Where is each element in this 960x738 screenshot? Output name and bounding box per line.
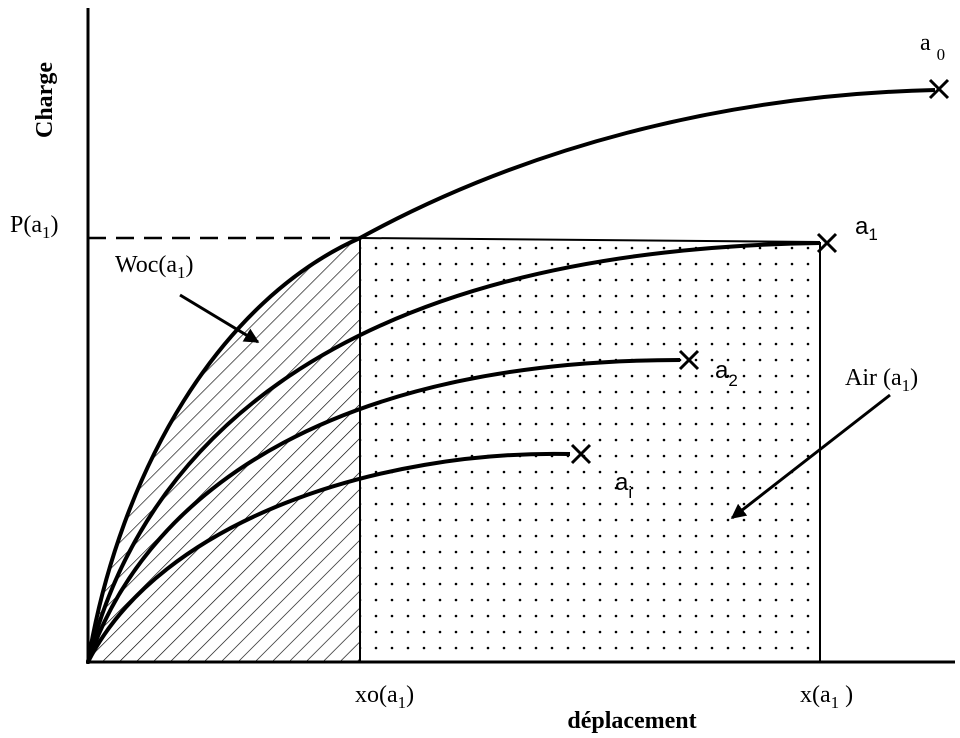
label-part: Woc(a — [115, 252, 177, 278]
label-part: 1 — [902, 376, 911, 395]
label-part: 2 — [728, 371, 737, 390]
arrow — [730, 393, 891, 520]
curve-a0 — [86, 88, 936, 663]
y-axis-label: Charge — [32, 62, 58, 138]
x-axis-label: déplacement — [567, 708, 696, 734]
label: Air (a1) — [845, 365, 918, 395]
label-part: ) — [51, 212, 59, 238]
label-part: xo(a — [355, 682, 398, 708]
end-markers — [570, 78, 950, 465]
label-part: a — [715, 357, 729, 384]
dotted-area — [360, 240, 820, 662]
label-part: 1 — [868, 225, 877, 244]
label-part: 1 — [42, 223, 51, 242]
label-part: x(a — [800, 682, 831, 708]
label: a2 — [715, 357, 738, 390]
label-part: a — [615, 469, 629, 496]
label: a1 — [855, 213, 878, 244]
label: ai — [615, 469, 632, 502]
curve-a2 — [86, 358, 681, 663]
label-part: ) — [186, 252, 194, 278]
label-part: ) — [910, 365, 918, 391]
label: Woc(a1) — [115, 252, 194, 282]
label-part: P(a — [10, 212, 42, 238]
label: xo(a1) — [355, 682, 414, 712]
arrow — [179, 293, 260, 344]
label: P(a1) — [10, 212, 59, 242]
label-part: i — [628, 483, 632, 502]
label-part: a — [920, 30, 931, 56]
label-part: 1 — [831, 693, 840, 712]
label: x(a1 ) — [800, 682, 853, 712]
top-line — [359, 237, 821, 243]
label-part: Air (a — [845, 365, 902, 391]
curve-ai — [86, 451, 571, 663]
label-part: a — [855, 213, 869, 240]
label-part: 1 — [177, 263, 186, 282]
label-part: ) — [839, 682, 853, 708]
label-part: ) — [406, 682, 414, 708]
hatched-area — [88, 238, 360, 662]
label-part: 0 — [937, 45, 946, 64]
label-part: 1 — [398, 693, 407, 712]
curve-a1 — [86, 241, 821, 663]
